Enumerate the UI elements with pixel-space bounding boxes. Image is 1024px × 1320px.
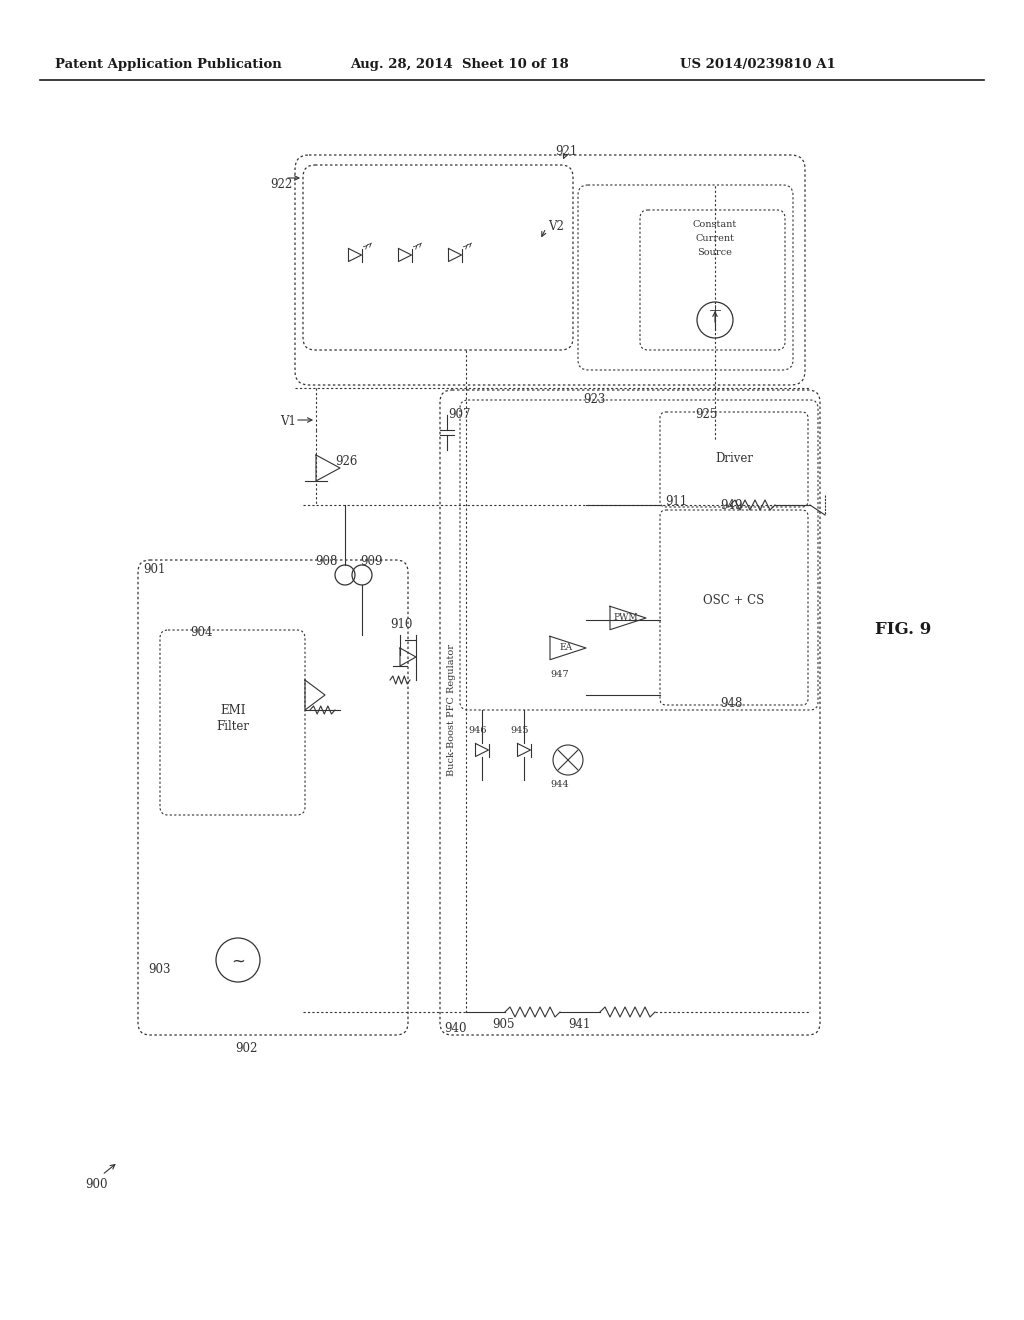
Text: V1: V1 <box>280 414 296 428</box>
Text: 910: 910 <box>390 618 413 631</box>
Text: FIG. 9: FIG. 9 <box>874 622 931 639</box>
Text: 909: 909 <box>360 554 383 568</box>
Text: 944: 944 <box>551 780 569 789</box>
Text: 949: 949 <box>720 499 742 512</box>
Text: 945: 945 <box>510 726 528 735</box>
Text: Driver: Driver <box>715 451 753 465</box>
Text: 907: 907 <box>449 408 470 421</box>
Text: 947: 947 <box>551 671 569 678</box>
Text: ~: ~ <box>231 953 245 972</box>
Text: V2: V2 <box>548 220 564 234</box>
Text: 905: 905 <box>492 1018 514 1031</box>
Text: Buck-Boost PFC Regulator: Buck-Boost PFC Regulator <box>447 644 457 776</box>
Text: 941: 941 <box>568 1018 591 1031</box>
Text: 908: 908 <box>315 554 337 568</box>
Text: 925: 925 <box>695 408 718 421</box>
Text: OSC + CS: OSC + CS <box>703 594 765 606</box>
Text: 923: 923 <box>583 393 605 407</box>
Text: 940: 940 <box>444 1022 467 1035</box>
Text: 911: 911 <box>665 495 687 508</box>
Text: 921: 921 <box>555 145 578 158</box>
Text: Aug. 28, 2014  Sheet 10 of 18: Aug. 28, 2014 Sheet 10 of 18 <box>350 58 568 71</box>
Text: Constant: Constant <box>693 220 737 228</box>
Text: 902: 902 <box>234 1041 257 1055</box>
Text: Source: Source <box>697 248 732 257</box>
Text: Filter: Filter <box>216 719 250 733</box>
Text: US 2014/0239810 A1: US 2014/0239810 A1 <box>680 58 836 71</box>
Text: EMI: EMI <box>220 704 246 717</box>
Text: Patent Application Publication: Patent Application Publication <box>55 58 282 71</box>
Text: Current: Current <box>695 234 734 243</box>
Text: 948: 948 <box>720 697 742 710</box>
Text: 901: 901 <box>143 564 165 576</box>
Text: 903: 903 <box>148 964 171 975</box>
Text: 946: 946 <box>468 726 486 735</box>
Text: 926: 926 <box>335 455 357 469</box>
Text: 904: 904 <box>190 626 213 639</box>
Text: PWM: PWM <box>613 614 638 623</box>
Text: 900: 900 <box>85 1177 108 1191</box>
Text: EA: EA <box>559 644 572 652</box>
Text: 922: 922 <box>270 178 292 191</box>
